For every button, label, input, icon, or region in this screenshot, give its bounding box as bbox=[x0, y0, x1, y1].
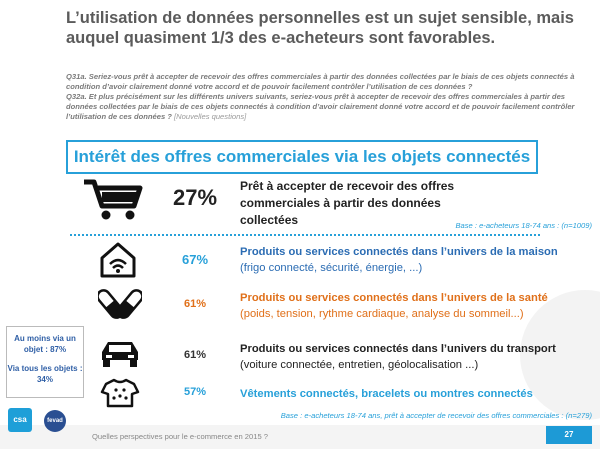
row-percent: 67% bbox=[181, 252, 209, 267]
shirt-icon bbox=[100, 378, 140, 408]
section-title: Intérêt des offres commerciales via les … bbox=[66, 140, 538, 174]
questions-block: Q31a. Seriez-vous prêt à accepter de rec… bbox=[66, 72, 591, 122]
row-percent: 61% bbox=[183, 298, 207, 310]
page-title: L’utilisation de données personnelles es… bbox=[66, 9, 574, 47]
footer-text: Quelles perspectives pour le e-commerce … bbox=[92, 432, 269, 441]
pills-icon bbox=[98, 289, 142, 319]
row-label: Vêtements connectés, bracelets ou montre… bbox=[240, 388, 533, 400]
row-percent: 61% bbox=[183, 349, 207, 361]
summary-line-1: Au moins via un objet : 87% bbox=[14, 334, 76, 354]
summary-box: Au moins via un objet : 87% Via tous les… bbox=[6, 326, 84, 398]
main-stat-base: Base : e-acheteurs 18-74 ans : (n=1009) bbox=[455, 221, 592, 230]
main-stat-percent: 27% bbox=[172, 185, 218, 210]
fevad-logo: fevad bbox=[44, 410, 66, 432]
page-number: 27 bbox=[546, 426, 592, 444]
footer-bar bbox=[0, 425, 600, 449]
shopping-cart-icon bbox=[84, 179, 143, 220]
bottom-base: Base : e-acheteurs 18-74 ans, prêt à acc… bbox=[280, 411, 592, 420]
summary-line-2: Via tous les objets : 34% bbox=[7, 364, 83, 384]
row-label: Produits ou services connectés dans l’un… bbox=[240, 246, 558, 274]
row-label: Produits ou services connectés dans l’un… bbox=[240, 343, 556, 371]
separator bbox=[70, 234, 540, 236]
car-icon bbox=[102, 342, 138, 367]
csa-logo: csa bbox=[8, 408, 32, 432]
question-32a: Q32a. Et plus précisément sur les différ… bbox=[66, 92, 575, 121]
main-stat-label: Prêt à accepter de recevoir des offres c… bbox=[240, 179, 455, 227]
row-label: Produits ou services connectés dans l’un… bbox=[240, 292, 548, 320]
question-31a: Q31a. Seriez-vous prêt à accepter de rec… bbox=[66, 72, 575, 91]
row-percent: 57% bbox=[183, 386, 207, 398]
house-wifi-icon bbox=[100, 242, 136, 278]
new-questions-tag: [Nouvelles questions] bbox=[174, 112, 247, 121]
